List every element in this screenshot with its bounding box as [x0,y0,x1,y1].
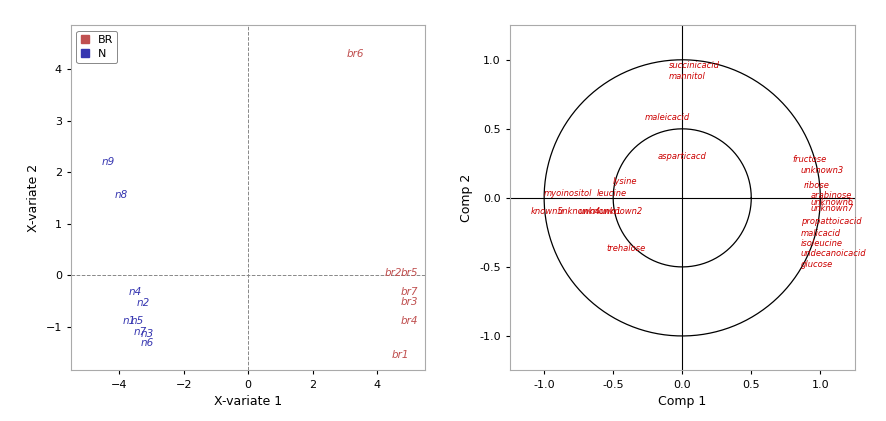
Text: n9: n9 [102,157,115,167]
Text: myoinositol: myoinositol [544,189,593,198]
Text: br3: br3 [400,297,417,307]
Text: leucine: leucine [596,189,626,198]
Text: undecanoicacid: undecanoicacid [801,249,867,258]
Text: br6: br6 [346,48,364,59]
Text: br2: br2 [385,268,402,277]
Text: succinicacid: succinicacid [668,61,719,70]
Text: isoleucine: isoleucine [801,239,843,248]
X-axis label: X-variate 1: X-variate 1 [214,395,282,408]
Text: n2: n2 [137,298,151,309]
Text: n5: n5 [130,315,144,325]
Text: asparticacd: asparticacd [657,152,706,161]
Text: n6: n6 [141,338,154,348]
Text: mannitol: mannitol [668,72,705,81]
X-axis label: Comp 1: Comp 1 [658,395,706,408]
Text: unknown7: unknown7 [811,205,854,213]
Text: malicacid: malicacid [801,229,841,238]
Text: n4: n4 [128,287,142,297]
Legend: BR, N: BR, N [76,31,117,63]
Text: maleicacid: maleicacid [645,113,690,122]
Text: br5: br5 [400,268,417,277]
Text: known5: known5 [531,207,563,216]
Text: br4: br4 [400,315,417,325]
Text: unknown6: unknown6 [811,197,854,207]
Text: unknown3: unknown3 [801,166,844,175]
Text: unknown1: unknown1 [579,207,622,216]
Text: lysine: lysine [613,177,638,186]
Text: n1: n1 [122,315,136,325]
Text: propattoicacid: propattoicacid [801,217,861,226]
Text: arabinose: arabinose [811,191,852,200]
Text: n8: n8 [114,190,128,200]
Text: unknown4: unknown4 [558,207,602,216]
Text: ribose: ribose [804,181,829,190]
Text: br7: br7 [400,287,417,297]
Text: glucose: glucose [801,260,833,269]
Text: fructose: fructose [793,155,827,164]
Y-axis label: X-variate 2: X-variate 2 [27,164,40,232]
Text: trehalose: trehalose [606,245,646,253]
Text: br1: br1 [392,350,409,360]
Text: unknown2: unknown2 [599,207,642,216]
Y-axis label: Comp 2: Comp 2 [461,174,473,222]
Text: n7: n7 [134,327,147,337]
Text: n3: n3 [141,329,154,339]
